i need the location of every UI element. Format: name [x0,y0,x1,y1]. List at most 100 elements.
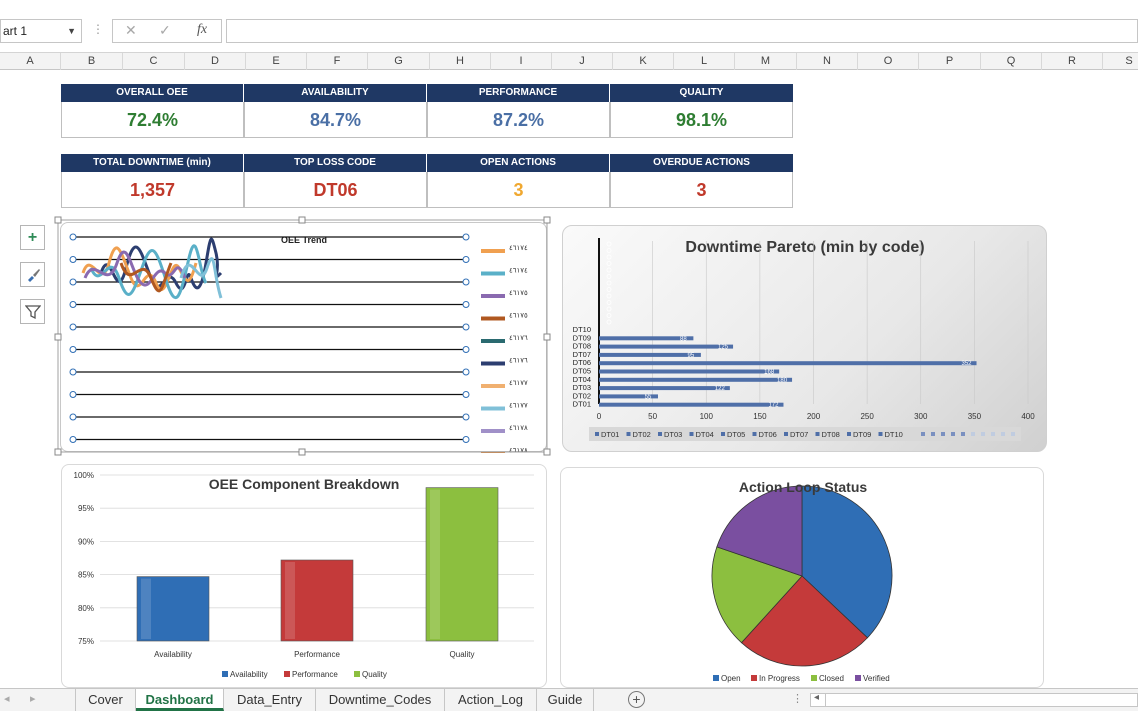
pareto-data-label: 125 [718,345,729,351]
horizontal-scrollbar[interactable]: ◂ [810,692,1138,707]
pareto-category-label: DT02 [573,391,591,400]
column-header-s[interactable]: S [1103,53,1138,70]
pareto-legend-label: DT08 [822,430,840,439]
sheet-tab-dashboard[interactable]: Dashboard [136,689,224,711]
column-header-g[interactable]: G [368,53,430,70]
trend-chart-title: OEE Trend [281,235,327,245]
pareto-legend-swatch [847,432,851,436]
downtime-pareto-chart[interactable]: Downtime Pareto (min by code) 0 50 100 150 20… [562,225,1047,452]
pareto-handle-marker [606,280,612,286]
component-bar [280,559,354,642]
column-header-q[interactable]: Q [981,53,1042,70]
formula-input[interactable] [226,19,1138,43]
sheet-tab-cover[interactable]: Cover [75,689,136,711]
pareto-category-label: DT03 [573,383,591,392]
pareto-legend-label: DT05 [727,430,745,439]
column-header-d[interactable]: D [185,53,246,70]
column-header-n[interactable]: N [797,53,858,70]
column-header-f[interactable]: F [307,53,368,70]
pareto-bar [599,361,977,366]
enter-check-icon[interactable]: ✓ [159,22,171,38]
component-tick-label: 80% [78,604,94,613]
column-header-e[interactable]: E [246,53,307,70]
pareto-tick-label: 200 [807,412,821,421]
add-chart-element-icon[interactable]: + [20,225,45,250]
chart-styles-brush-icon[interactable] [20,262,45,287]
pareto-legend-label: DT03 [664,430,682,439]
oee-component-chart[interactable]: OEE Component Breakdown 75% 80% 85% 90% 95% 10… [61,464,547,688]
pareto-legend-swatch [878,432,883,436]
oee-component-plot: OEE Component Breakdown 75% 80% 85% 90% 95% 10… [74,471,534,679]
column-header-p[interactable]: P [919,53,981,70]
column-header-k[interactable]: K [613,53,674,70]
column-header-b[interactable]: B [61,53,123,70]
pie-slice [716,485,803,577]
kpi-value: 87.2% [427,102,610,138]
pareto-handle-marker [606,287,612,292]
pareto-tick-label: 150 [753,412,767,421]
pareto-data-label: 352 [962,361,973,367]
trend-legend-label: ٤٦١٧٥ [509,290,528,297]
column-header-a[interactable]: A [0,53,61,70]
pareto-legend-swatch [971,432,975,436]
component-legend-swatch [284,671,290,677]
pareto-category-label: DT05 [573,367,591,376]
chart-filter-icon[interactable] [20,299,45,324]
component-tick-label: 100% [74,471,94,480]
formula-buttons: ✕ ✓ fx [112,19,222,43]
pareto-category-label: DT10 [573,325,591,334]
trend-line-handle [462,391,470,398]
sheet-tab-data-entry[interactable]: Data_Entry [224,689,316,711]
trend-line-handle [69,368,77,376]
trend-legend-label: ٤٦١٧٨ [509,425,528,432]
oee-trend-chart[interactable]: OEE Trend ٤٦١٧٤ ٤٦١٧٤ ٤٦١٧٥ ٤٦١٧٥ ٤٦١٧٦ ٤٦١٧٦ ٤… [60,222,547,456]
action-loop-chart[interactable]: Action Loop Status Open In Progress Closed V… [560,467,1044,688]
sheet-tab-downtime-codes[interactable]: Downtime_Codes [316,689,445,711]
component-tick-label: 95% [78,504,94,513]
column-header-m[interactable]: M [735,53,797,70]
pareto-bar [599,386,730,391]
chart-selection-handles[interactable] [54,216,554,458]
kpi-label: TOP LOSS CODE [244,154,427,172]
pareto-legend-label: DT06 [759,430,777,439]
column-header-c[interactable]: C [123,53,185,70]
trend-legend-label: ٤٦١٧٨ [509,448,528,454]
pareto-bar [599,344,734,349]
name-box-dropdown-icon[interactable]: ▼ [67,26,76,36]
pareto-legend-swatch [1001,432,1005,436]
kpi-value: 1,357 [61,172,244,208]
kpi-label: QUALITY [610,84,793,102]
column-header-j[interactable]: J [552,53,613,70]
column-header-h[interactable]: H [430,53,491,70]
kpi-card: PERFORMANCE 87.2% [427,84,610,138]
pareto-legend-swatch [784,432,788,436]
trend-legend-label: ٤٦١٧٦ [509,358,528,365]
pareto-data-label: 122 [715,386,726,392]
kpi-label: OPEN ACTIONS [427,154,610,172]
pareto-handle-marker [606,261,612,266]
tab-splitter-icon[interactable]: ⋮ [792,693,803,705]
trend-line-handle [462,368,470,376]
cancel-icon[interactable]: ✕ [125,22,137,38]
add-sheet-icon[interactable]: + [628,691,645,708]
column-header-o[interactable]: O [858,53,919,70]
name-box[interactable]: art 1 ▼ [0,19,82,43]
kpi-card: TOTAL DOWNTIME (min) 1,357 [61,154,244,208]
insert-function-icon[interactable]: fx [197,22,208,37]
column-header-l[interactable]: L [674,53,735,70]
column-header-r[interactable]: R [1042,53,1103,70]
component-tick-label: 75% [78,637,94,646]
component-bar [136,576,210,642]
component-category-label: Quality [450,650,475,659]
pie-legend-swatch [751,675,757,681]
column-header-i[interactable]: I [491,53,552,70]
component-legend-swatch [222,671,228,677]
component-bar-highlight [430,489,440,639]
sheet-tab-guide[interactable]: Guide [537,689,594,711]
component-chart-title: OEE Component Breakdown [209,476,400,492]
kpi-card: AVAILABILITY 84.7% [244,84,427,138]
sheet-tab-action-log[interactable]: Action_Log [445,689,537,711]
scroll-right-icon[interactable]: ▸ [30,693,36,705]
scroll-left-icon[interactable]: ◂ [4,693,10,705]
